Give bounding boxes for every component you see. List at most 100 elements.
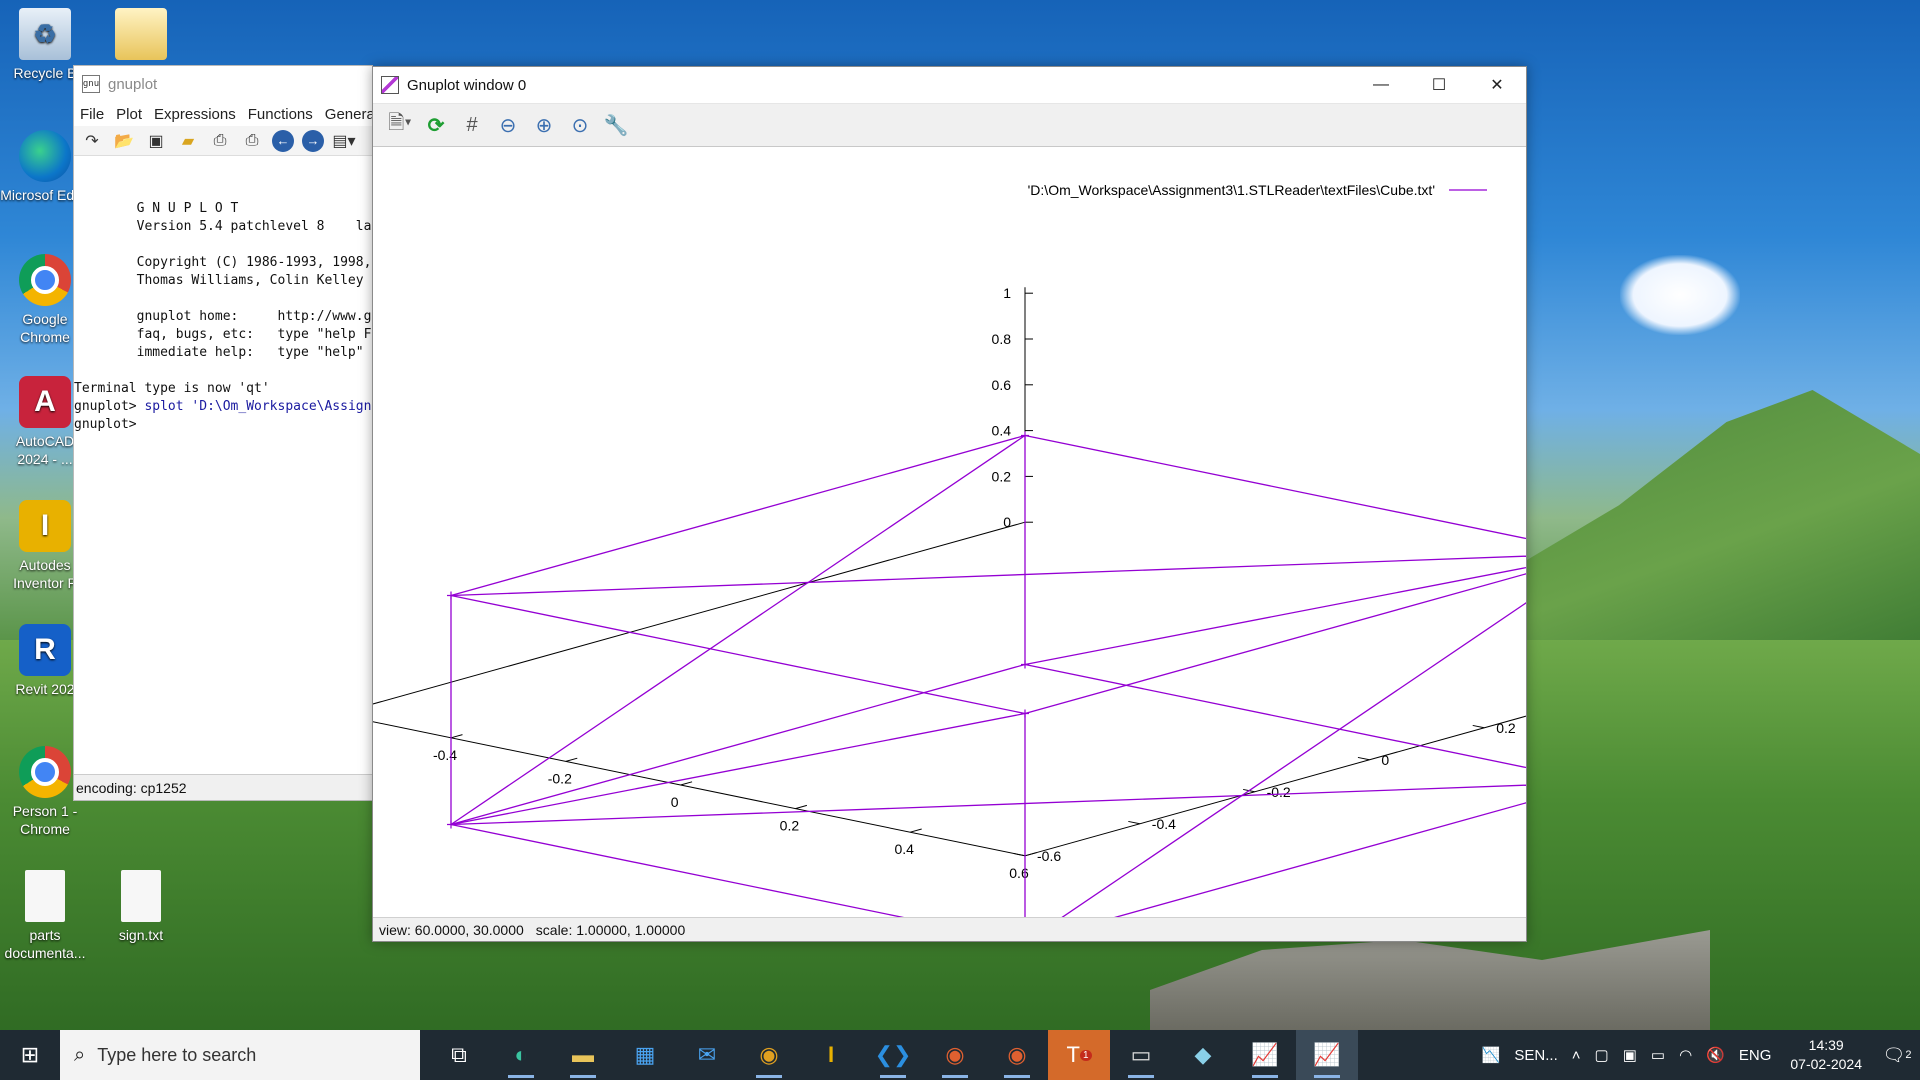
grid-icon[interactable]: # xyxy=(466,113,478,136)
chrome-profile-icon xyxy=(19,746,71,798)
z-tick-label: 1 xyxy=(1003,285,1011,301)
vertex-point xyxy=(1021,709,1029,718)
plot-titlebar[interactable]: Gnuplot window 0 — ☐ ✕ xyxy=(373,67,1526,103)
console-output[interactable]: G N U P L O T Version 5.4 patchlevel 8 l… xyxy=(74,182,372,762)
menu-functions[interactable]: Functions xyxy=(247,105,313,123)
desktop-icon-chrome[interactable]: Google Chrome xyxy=(0,254,90,346)
taskbar-inventor-icon[interactable]: I xyxy=(827,1042,835,1067)
y-tick xyxy=(1128,820,1140,825)
zoom-out-icon[interactable]: ⊖ xyxy=(499,114,517,137)
desktop-icon-sign-txt[interactable]: sign.txt xyxy=(96,870,186,944)
console-titlebar[interactable]: gnu gnuplot xyxy=(74,66,372,102)
console-statusbar: encoding: cp1252 xyxy=(74,774,372,800)
y-tick-label: -0.6 xyxy=(1037,848,1061,864)
open-folder-icon[interactable]: 📂 xyxy=(114,132,134,150)
autocad-icon: A xyxy=(19,376,71,428)
save-icon[interactable]: ▣ xyxy=(148,132,164,150)
plot-canvas[interactable]: -0.6-0.4-0.200.20.40.6-0.6-0.4-0.200.20.… xyxy=(318,147,1745,947)
taskbar-app-icon[interactable]: ◆ xyxy=(1194,1042,1212,1067)
z-tick-label: 0.8 xyxy=(992,331,1012,347)
search-box[interactable]: ⌕ Type here to search xyxy=(60,1030,420,1080)
notification-center-icon[interactable]: 🗨 2 xyxy=(1882,1044,1912,1065)
x-tick xyxy=(1024,852,1037,857)
taskbar-store-icon[interactable]: ▦ xyxy=(634,1042,656,1067)
print-icon[interactable]: ⎙ xyxy=(213,131,227,149)
taskbar-gnuplot-console-icon[interactable]: 📈 xyxy=(1234,1030,1296,1080)
taskbar-terminal-icon[interactable]: ▭ xyxy=(1110,1030,1172,1080)
taskbar-edge-icon[interactable]: ◐ xyxy=(490,1030,552,1080)
z-tick-label: 0 xyxy=(1003,514,1011,530)
close-button[interactable]: ✕ xyxy=(1490,77,1504,94)
meet-icon[interactable]: ▢ xyxy=(1594,1047,1609,1064)
gnuplot-plot-window[interactable]: Gnuplot window 0 — ☐ ✕ 🗎▾ ⟳ # ⊖ ⊕ ⊙ 🔧 -0… xyxy=(318,66,1745,947)
taskbar-chrome-profile2-icon[interactable]: ◉ xyxy=(986,1030,1048,1080)
notification-count: 2 xyxy=(1905,1049,1912,1061)
replot-icon[interactable]: ↷ xyxy=(85,132,99,150)
desktop-icon-recycle-bin[interactable]: ♻ Recycle B xyxy=(0,8,90,82)
taskbar-file-explorer-icon[interactable]: ▬ xyxy=(552,1030,614,1080)
taskbar-gnuplot-window-icon[interactable]: 📈 xyxy=(1296,1030,1358,1080)
chevron-up-icon[interactable]: ˄ xyxy=(1571,1046,1581,1064)
zoom-reset-icon[interactable]: ⊙ xyxy=(571,114,589,137)
back-arrow-icon[interactable]: ← xyxy=(272,129,294,152)
taskbar-chrome-icon[interactable]: ◉ xyxy=(738,1030,800,1080)
console-line: faq, bugs, etc: type "help F xyxy=(74,327,372,342)
desktop-icon-autocad[interactable]: A AutoCAD 2024 - ... xyxy=(0,376,90,468)
wireframe-edge xyxy=(450,552,1600,597)
language-indicator[interactable]: ENG xyxy=(1738,1046,1772,1064)
x-tick xyxy=(910,828,922,833)
print-setup-icon[interactable]: ⎙ xyxy=(245,131,259,149)
settings-wrench-icon[interactable]: 🔧 xyxy=(603,114,629,137)
x-tick xyxy=(450,734,463,739)
desktop-icon-chrome-profile[interactable]: Person 1 - Chrome xyxy=(0,746,90,838)
taskbar-vscode-icon[interactable]: ❮❯ xyxy=(862,1030,924,1080)
taskbar-chrome-profile-icon[interactable]: ◉ xyxy=(924,1030,986,1080)
view-status: view: 60.0000, 30.0000 xyxy=(379,921,524,938)
display-icon[interactable]: ▣ xyxy=(1622,1047,1637,1064)
export-menu-icon[interactable]: 🗎▾ xyxy=(388,112,412,134)
maximize-button[interactable]: ☐ xyxy=(1431,77,1447,94)
menu-general[interactable]: Genera xyxy=(324,105,375,123)
task-view-icon[interactable]: ⧉ xyxy=(451,1042,467,1067)
scale-status: scale: 1.00000, 1.00000 xyxy=(535,921,686,938)
wireframe-edge xyxy=(1024,663,1600,784)
minimize-button[interactable]: — xyxy=(1373,76,1389,93)
options-icon[interactable]: ▤▾ xyxy=(332,132,356,150)
legend-label: 'D:\Om_Workspace\Assignment3\1.STLReader… xyxy=(1028,182,1435,198)
wireframe-edge xyxy=(450,434,1026,826)
volume-muted-icon[interactable]: 🔇 xyxy=(1706,1047,1725,1064)
tray-app-icon[interactable]: 📉 xyxy=(1481,1047,1501,1064)
menu-plot[interactable]: Plot xyxy=(116,105,143,123)
console-line: Copyright (C) 1986-1993, 1998, xyxy=(74,255,372,270)
edge-icon xyxy=(19,130,71,182)
menu-expressions[interactable]: Expressions xyxy=(154,105,236,123)
desktop-icon-revit[interactable]: R Revit 202 xyxy=(0,624,90,698)
clock[interactable]: 14:39 07-02-2024 xyxy=(1778,1036,1874,1074)
menu-file[interactable]: File xyxy=(80,105,105,123)
wireframe-edge xyxy=(1024,552,1600,715)
y-tick-label: -0.4 xyxy=(1152,816,1176,832)
change-dir-icon[interactable]: ▰ xyxy=(181,132,195,150)
x-tick xyxy=(795,804,808,810)
zoom-in-icon[interactable]: ⊕ xyxy=(535,114,553,137)
desktop-icon-edge[interactable]: Microsof Edge xyxy=(0,130,90,204)
replot-icon[interactable]: ⟳ xyxy=(427,114,445,137)
desktop-icon-folder[interactable] xyxy=(96,8,186,64)
chrome-icon xyxy=(19,254,71,306)
gnuplot-console-window[interactable]: gnu gnuplot File Plot Expressions Functi… xyxy=(73,65,375,801)
console-line: Terminal type is now 'qt' xyxy=(74,381,270,396)
search-placeholder: Type here to search xyxy=(97,1044,257,1065)
battery-icon[interactable]: ▭ xyxy=(1650,1047,1666,1064)
taskbar-mail-icon[interactable]: ✉ xyxy=(697,1042,717,1067)
desktop-icon-parts-doc[interactable]: parts documenta... xyxy=(0,870,90,962)
wifi-icon[interactable]: ◠ xyxy=(1679,1047,1693,1064)
y-tick xyxy=(1357,756,1370,761)
desktop-icon-inventor[interactable]: I Autodes Inventor P xyxy=(0,500,90,592)
tray-label[interactable]: SEN... xyxy=(1514,1046,1558,1064)
forward-arrow-icon[interactable]: → xyxy=(302,129,324,152)
clock-date: 07-02-2024 xyxy=(1790,1056,1862,1072)
console-prompt-current[interactable]: gnuplot> xyxy=(74,417,137,432)
start-button[interactable]: ⊞ xyxy=(20,1042,40,1067)
console-line: gnuplot home: http://www.g xyxy=(74,309,372,324)
